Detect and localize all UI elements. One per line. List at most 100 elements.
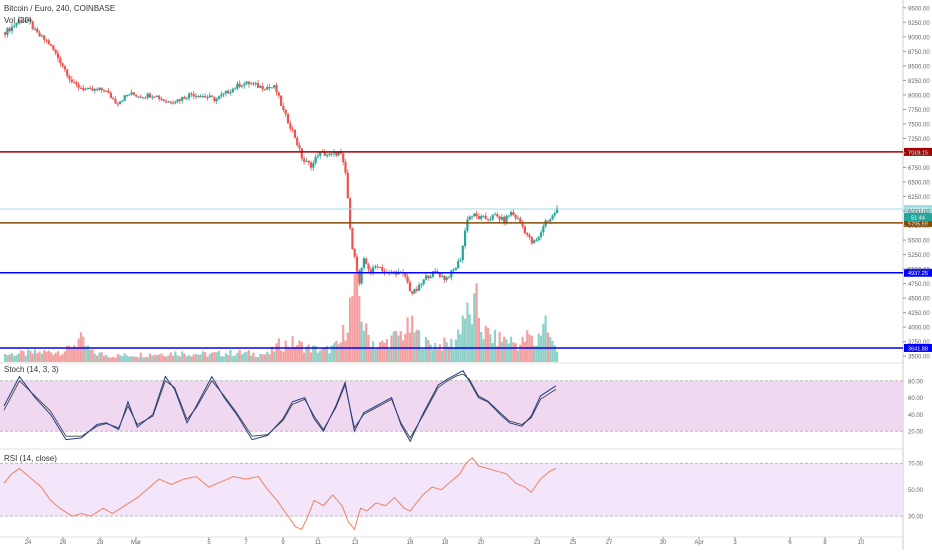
candle-body: [332, 152, 336, 154]
candle-body: [507, 215, 510, 217]
stoch-label[interactable]: Stoch (14, 3, 3): [4, 365, 59, 374]
candle-body: [125, 95, 129, 97]
axes: 9500.009250.009000.008750.008500.008250.…: [25, 6, 931, 546]
volume-bar: [63, 351, 66, 362]
volume-bar: [91, 349, 94, 362]
candle-body: [270, 87, 273, 89]
candle-body: [144, 97, 147, 99]
candle-body: [181, 96, 184, 101]
candle-body: [461, 245, 464, 261]
candle-body: [443, 275, 446, 280]
candle-body: [376, 266, 379, 268]
candle-body: [86, 87, 89, 90]
candle-body: [77, 84, 80, 88]
volume-bar: [390, 335, 393, 362]
volume-bar: [52, 354, 55, 362]
volume-bar: [335, 340, 338, 362]
volume-bar: [36, 353, 39, 362]
rsi-label[interactable]: RSI (14, close): [4, 454, 57, 463]
volume-bar: [424, 336, 428, 362]
price-candles: [4, 16, 559, 296]
y-tick-label: 4250.00: [908, 311, 930, 317]
volume-bar: [192, 354, 195, 362]
candle-body: [38, 32, 41, 37]
volume-bar: [365, 323, 368, 362]
volume-bar: [47, 350, 50, 362]
volume-bar: [84, 346, 87, 362]
candle-body: [372, 267, 375, 273]
y-tick-label: 6250.00: [908, 195, 930, 201]
volume-bar: [445, 342, 448, 362]
y-tick-label: 8500.00: [908, 64, 930, 70]
volume-bar: [15, 354, 18, 362]
candle-body: [151, 96, 154, 98]
candle-body: [146, 93, 149, 98]
rsi-tick-label: 50.00: [908, 488, 924, 494]
candle-body: [316, 155, 319, 157]
candle-body: [220, 94, 223, 97]
candle-body: [231, 88, 234, 93]
candle-body: [526, 233, 529, 235]
volume-bar: [330, 345, 333, 362]
volume-bar: [89, 350, 92, 362]
volume-bar: [181, 351, 184, 362]
countdown-tag: [904, 213, 932, 222]
candle-body: [263, 89, 267, 91]
volume-bar: [199, 354, 202, 362]
candle-body: [349, 198, 352, 229]
volume-bar: [116, 354, 119, 362]
grid: [0, 0, 904, 550]
volume-bar: [151, 355, 154, 362]
candle-body: [52, 45, 55, 51]
candle-body: [289, 123, 292, 129]
candle-body: [450, 270, 453, 278]
candle-body: [245, 81, 248, 84]
volume-bar: [121, 355, 124, 362]
candle-body: [516, 218, 520, 220]
volume-bar: [498, 332, 501, 362]
candle-body: [174, 101, 177, 104]
candle-body: [491, 215, 494, 220]
candle-body: [300, 148, 303, 159]
candle-body: [119, 101, 122, 105]
candle-body: [500, 216, 503, 220]
candle-body: [286, 114, 290, 124]
volume-bar: [270, 346, 273, 362]
volume-bar: [496, 346, 499, 362]
volume-bar: [158, 354, 161, 362]
volume-bar: [66, 345, 69, 362]
volume-bar: [406, 317, 409, 362]
volume-label[interactable]: Vol (20): [4, 16, 32, 25]
volume-bar: [328, 353, 331, 362]
volume-bar: [523, 341, 526, 362]
volume-bar: [544, 315, 547, 362]
level-label: 6034.00: [908, 207, 928, 213]
volume-bar: [231, 356, 234, 362]
volume-bar: [436, 349, 439, 362]
y-tick-label: 8250.00: [908, 79, 930, 85]
volume-bar: [429, 344, 432, 362]
symbol-title[interactable]: Bitcoin / Euro, 240, COINBASE: [4, 4, 115, 13]
candle-body: [167, 101, 170, 103]
candle-body: [351, 228, 354, 250]
candle-body: [445, 277, 448, 280]
level-label: 5795.58: [908, 221, 928, 227]
candle-body: [171, 102, 175, 104]
volume-bar: [188, 355, 191, 362]
candle-body: [319, 151, 322, 156]
candle-body: [528, 234, 531, 238]
volume-bar: [457, 329, 460, 362]
volume-bar: [59, 355, 62, 362]
volume-bar: [268, 354, 271, 362]
y-tick-label: 5000.00: [908, 268, 930, 274]
volume-bar: [452, 348, 455, 362]
volume-bar: [43, 350, 46, 362]
volume-bar: [284, 340, 287, 362]
candle-body: [148, 93, 152, 98]
x-tick-label: 6: [788, 540, 792, 546]
volume-bar: [355, 269, 359, 362]
volume-bar: [519, 344, 522, 362]
